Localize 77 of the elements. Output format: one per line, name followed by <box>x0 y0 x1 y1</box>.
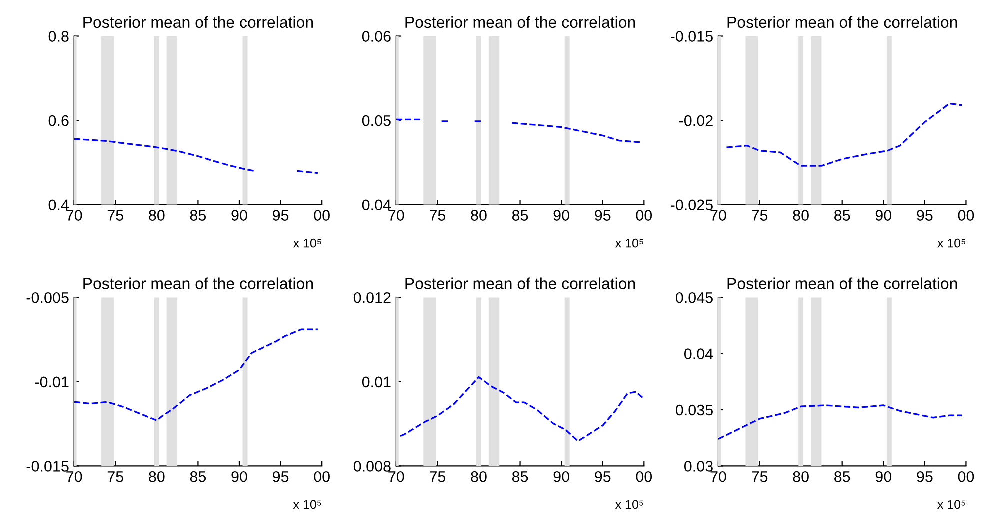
x-tick-label: 90 <box>232 471 248 482</box>
y-tick-label: -0.02 <box>679 115 713 126</box>
y-tick-label: 0.4 <box>48 200 70 211</box>
x-tick-label: 00 <box>958 471 974 482</box>
x-tick-label: 80 <box>471 471 487 482</box>
x-tick-label: 75 <box>430 472 446 482</box>
y-tick-label: -0.01 <box>35 376 69 388</box>
line-series <box>400 376 644 442</box>
x-tick-label: 95 <box>917 471 933 482</box>
x-tick-label: 90 <box>876 210 892 221</box>
chart-title: Posterior mean of the correlation <box>84 16 314 28</box>
chart-title: Posterior mean of the correlation <box>406 278 636 290</box>
x-tick-label: 95 <box>595 471 611 482</box>
chart-title: Posterior mean of the correlation <box>728 278 958 290</box>
x-tick-label: 00 <box>314 471 330 482</box>
x-tick-label: 95 <box>595 210 611 221</box>
y-tick-label: 0.06 <box>362 31 391 42</box>
text: x 10⁵ <box>615 500 644 510</box>
x-tick-label: 70 <box>710 210 726 221</box>
chart-title: Posterior mean of the correlation <box>728 16 958 28</box>
y-tick-label: 0.008 <box>354 461 391 472</box>
y-tick-label: 0.04 <box>362 200 392 211</box>
x-tick-label: 00 <box>636 471 652 482</box>
y-tick-label: 0.03 <box>684 461 713 472</box>
y-tick-label: -0.015 <box>670 31 713 42</box>
x-tick-label: 95 <box>273 471 289 482</box>
x-tick-label: 80 <box>793 471 809 482</box>
y-tick-label: 0.6 <box>48 115 69 126</box>
x-tick-label: 85 <box>190 210 206 221</box>
x-tick-label: 75 <box>430 210 446 221</box>
line-series <box>718 404 963 440</box>
x-tick-label: 00 <box>636 210 652 221</box>
x-tick-label: 80 <box>471 210 487 221</box>
x-tick-label: 85 <box>512 471 528 482</box>
y-tick-label: 0.045 <box>676 292 713 304</box>
x-tick-label: 85 <box>190 471 206 482</box>
y-tick-label: 0.8 <box>48 31 69 42</box>
x-tick-label: 70 <box>388 210 404 221</box>
x-tick-label: 95 <box>273 210 289 221</box>
y-tick-label: 0.04 <box>684 348 714 360</box>
x-tick-label: 85 <box>512 210 528 221</box>
y-tick-label: -0.025 <box>670 200 713 211</box>
chart-title: Posterior mean of the correlation <box>406 16 636 28</box>
x-tick-label: 95 <box>917 210 933 221</box>
x-tick-label: 90 <box>876 471 892 482</box>
y-tick-label: 0.012 <box>354 292 391 304</box>
y-tick-label: 0.035 <box>676 404 713 416</box>
line-series <box>74 328 319 422</box>
text: x 10⁵ <box>615 238 644 248</box>
x-tick-label: 70 <box>710 471 726 482</box>
x-tick-label: 00 <box>958 210 974 221</box>
text: x 10⁵ <box>293 238 322 248</box>
x-tick-label: 00 <box>314 210 330 221</box>
x-tick-label: 70 <box>388 471 404 482</box>
x-tick-label: 85 <box>834 210 850 221</box>
chart-title: Posterior mean of the correlation <box>84 278 314 290</box>
x-tick-label: 80 <box>793 210 809 221</box>
text: x 10⁵ <box>293 500 322 510</box>
x-tick-label: 90 <box>554 210 570 221</box>
x-tick-label: 75 <box>108 210 124 221</box>
x-tick-label: 75 <box>752 210 768 221</box>
y-tick-label: 0.01 <box>362 376 391 388</box>
y-tick-label: 0.05 <box>362 115 391 126</box>
text: x 10⁵ <box>938 500 966 510</box>
x-tick-label: 80 <box>149 471 165 482</box>
y-tick-label: -0.005 <box>26 292 69 304</box>
x-tick-label: 85 <box>834 471 850 482</box>
line-series <box>726 102 963 167</box>
x-tick-label: 75 <box>108 472 124 482</box>
x-tick-label: 90 <box>554 471 570 482</box>
x-tick-label: 90 <box>232 210 248 221</box>
x-tick-label: 75 <box>752 472 768 482</box>
x-tick-label: 70 <box>66 471 82 482</box>
y-tick-label: -0.015 <box>26 461 69 472</box>
text: x 10⁵ <box>938 238 966 248</box>
x-tick-label: 80 <box>149 210 165 221</box>
x-tick-label: 70 <box>66 210 82 221</box>
